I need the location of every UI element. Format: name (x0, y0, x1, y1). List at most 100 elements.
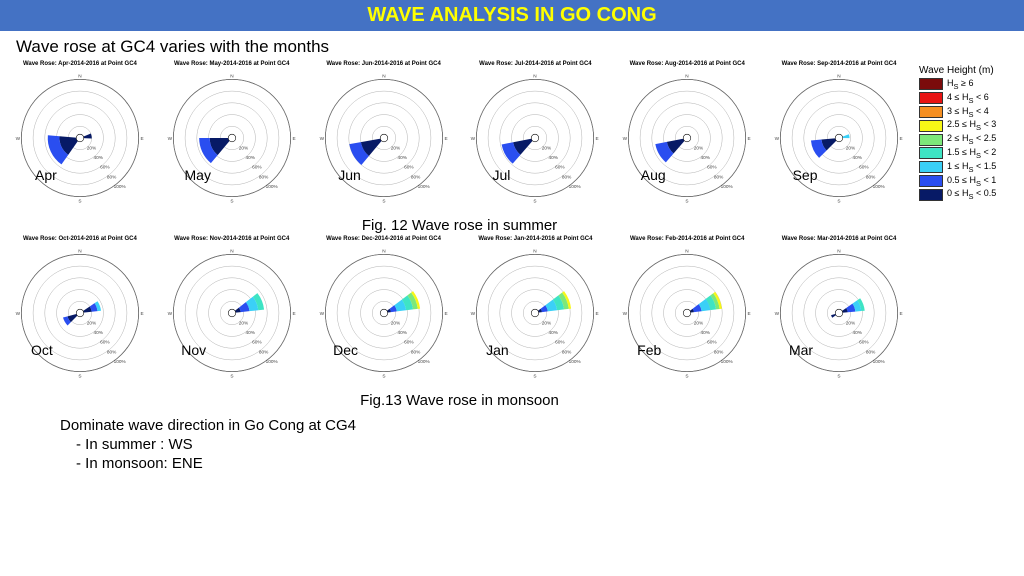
svg-text:60%: 60% (404, 340, 414, 346)
legend-swatch (919, 92, 943, 104)
legend-title: Wave Height (m) (919, 65, 1020, 76)
svg-text:20%: 20% (390, 321, 400, 327)
svg-text:40%: 40% (853, 155, 863, 161)
wave-rose-chart: 20%40%60%80%100%N E S W (10, 243, 150, 383)
legend-swatch (919, 147, 943, 159)
svg-text:W: W (319, 311, 324, 317)
rose-cell: Wave Rose: Dec-2014-2016 at Point GC4 20… (309, 236, 459, 406)
legend-item: 2 ≤ HS < 2.5 (919, 133, 1020, 146)
legend-item: 4 ≤ HS < 6 (919, 92, 1020, 105)
svg-text:E: E (900, 311, 903, 317)
svg-text:60%: 60% (100, 340, 110, 346)
svg-text:60%: 60% (252, 165, 262, 171)
wave-rose-chart: 20%40%60%80%100%N E S W (465, 68, 605, 208)
legend-label: 4 ≤ HS < 6 (947, 92, 989, 105)
svg-text:80%: 80% (410, 174, 420, 180)
svg-text:40%: 40% (93, 330, 103, 336)
svg-text:S: S (534, 198, 537, 204)
monsoon-row: Wave Rose: Oct-2014-2016 at Point GC4 20… (0, 236, 919, 406)
rose-month-label: Nov (181, 342, 206, 358)
svg-text:W: W (623, 311, 628, 317)
svg-text:100%: 100% (873, 184, 886, 190)
svg-text:W: W (471, 136, 476, 142)
wave-rose-chart: 20%40%60%80%100%N E S W (314, 243, 454, 383)
svg-text:W: W (319, 136, 324, 142)
wave-rose-chart: 20%40%60%80%100%N E S W (162, 243, 302, 383)
wave-rose-chart: 20%40%60%80%100%N E S W (162, 68, 302, 208)
svg-text:S: S (534, 373, 537, 379)
svg-text:40%: 40% (245, 155, 255, 161)
svg-text:100%: 100% (114, 184, 127, 190)
svg-text:20%: 20% (694, 321, 704, 327)
svg-text:60%: 60% (859, 340, 869, 346)
footer-line3: - In monsoon: ENE (60, 455, 984, 472)
svg-text:E: E (292, 136, 295, 142)
svg-text:80%: 80% (410, 349, 420, 355)
legend-item: 1 ≤ HS < 1.5 (919, 161, 1020, 174)
rose-month-label: Mar (789, 342, 813, 358)
svg-text:W: W (16, 136, 21, 142)
svg-text:S: S (382, 198, 385, 204)
legend-swatch (919, 175, 943, 187)
footer-notes: Dominate wave direction in Go Cong at CG… (0, 411, 1024, 472)
summer-row: Wave Rose: Apr-2014-2016 at Point GC4 20… (0, 61, 919, 231)
rose-month-label: Jul (492, 167, 510, 183)
rose-title: Wave Rose: Oct-2014-2016 at Point GC4 (5, 236, 155, 242)
legend-item: HS ≥ 6 (919, 78, 1020, 91)
svg-text:80%: 80% (714, 174, 724, 180)
svg-text:60%: 60% (252, 340, 262, 346)
legend-item: 2.5 ≤ HS < 3 (919, 119, 1020, 132)
svg-text:20%: 20% (238, 321, 248, 327)
svg-text:W: W (623, 136, 628, 142)
svg-text:80%: 80% (259, 174, 269, 180)
svg-text:40%: 40% (397, 155, 407, 161)
svg-text:E: E (292, 311, 295, 317)
footer-line1: Dominate wave direction in Go Cong at CG… (60, 417, 984, 434)
svg-text:S: S (78, 373, 81, 379)
svg-text:80%: 80% (107, 174, 117, 180)
svg-text:60%: 60% (707, 340, 717, 346)
svg-text:60%: 60% (707, 165, 717, 171)
svg-text:40%: 40% (397, 330, 407, 336)
rose-cell: Wave Rose: Jan-2014-2016 at Point GC4 20… (460, 236, 610, 406)
svg-text:E: E (140, 311, 143, 317)
svg-text:N: N (382, 73, 386, 79)
svg-text:20%: 20% (846, 146, 856, 152)
svg-text:80%: 80% (259, 349, 269, 355)
rose-title: Wave Rose: Jul-2014-2016 at Point GC4 (460, 61, 610, 67)
svg-text:N: N (534, 73, 538, 79)
svg-text:W: W (167, 311, 172, 317)
svg-text:80%: 80% (714, 349, 724, 355)
rose-month-label: Aug (641, 167, 666, 183)
rose-cell: Wave Rose: Feb-2014-2016 at Point GC4 20… (612, 236, 762, 406)
legend-swatch (919, 120, 943, 132)
wave-rose-chart: 20%40%60%80%100%N E S W (617, 68, 757, 208)
svg-text:N: N (837, 248, 841, 254)
svg-text:W: W (471, 311, 476, 317)
wave-rose-chart: 20%40%60%80%100%N E S W (314, 68, 454, 208)
rose-title: Wave Rose: Nov-2014-2016 at Point GC4 (157, 236, 307, 242)
svg-text:80%: 80% (107, 349, 117, 355)
rose-month-label: Feb (637, 342, 661, 358)
rose-cell: Wave Rose: May-2014-2016 at Point GC4 20… (157, 61, 307, 231)
legend: Wave Height (m) HS ≥ 64 ≤ HS < 63 ≤ HS <… (919, 61, 1024, 411)
svg-text:80%: 80% (562, 349, 572, 355)
rose-title: Wave Rose: Jun-2014-2016 at Point GC4 (309, 61, 459, 67)
svg-text:20%: 20% (238, 146, 248, 152)
rose-cell: Wave Rose: Aug-2014-2016 at Point GC4 20… (612, 61, 762, 231)
rose-title: Wave Rose: May-2014-2016 at Point GC4 (157, 61, 307, 67)
svg-text:E: E (444, 311, 447, 317)
legend-label: 0 ≤ HS < 0.5 (947, 188, 996, 201)
svg-text:20%: 20% (694, 146, 704, 152)
svg-text:40%: 40% (701, 330, 711, 336)
legend-swatch (919, 78, 943, 90)
legend-swatch (919, 189, 943, 201)
svg-text:100%: 100% (721, 359, 734, 365)
svg-text:100%: 100% (873, 359, 886, 365)
footer-line2: - In summer : WS (60, 436, 984, 453)
svg-text:100%: 100% (569, 359, 582, 365)
legend-item: 1.5 ≤ HS < 2 (919, 147, 1020, 160)
svg-text:E: E (444, 136, 447, 142)
svg-text:N: N (78, 248, 82, 254)
wave-rose-chart: 20%40%60%80%100%N E S W (617, 243, 757, 383)
